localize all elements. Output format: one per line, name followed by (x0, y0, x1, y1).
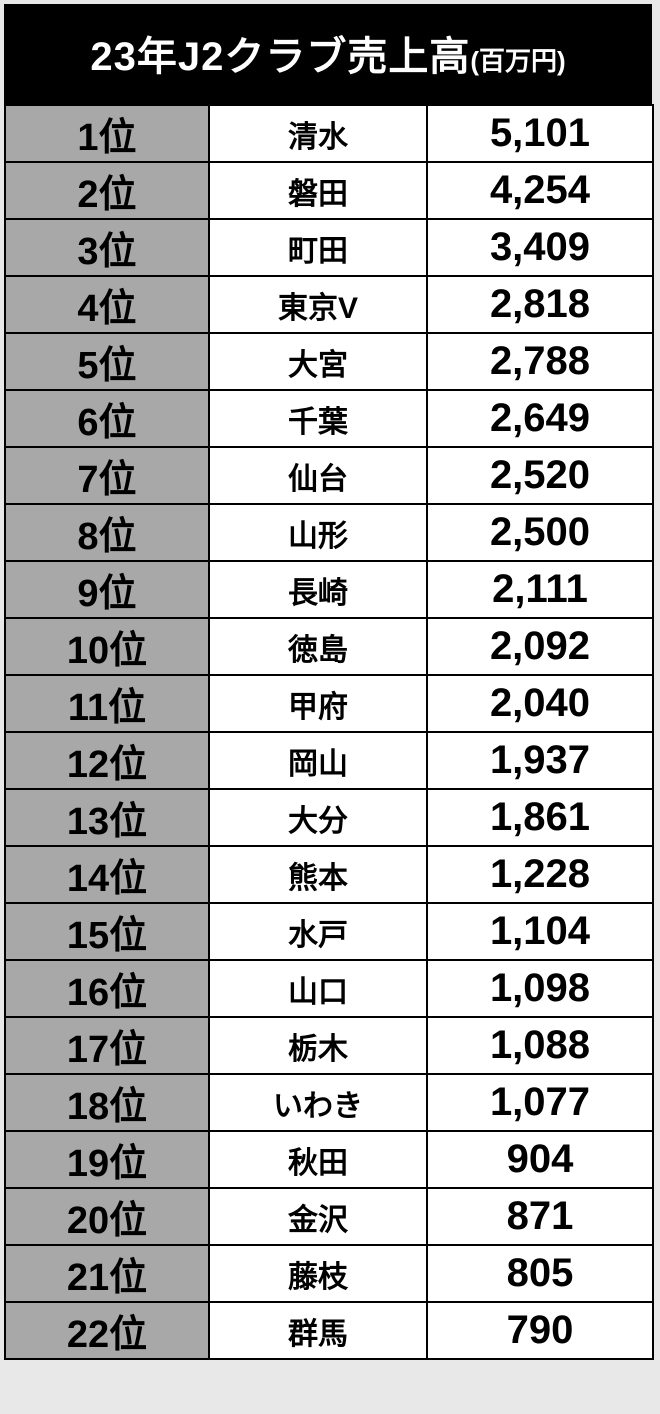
rank-cell: 15位 (5, 903, 209, 960)
club-cell: 水戸 (209, 903, 427, 960)
rank-cell: 20位 (5, 1188, 209, 1245)
rank-cell: 4位 (5, 276, 209, 333)
table-row: 19位秋田904 (5, 1131, 653, 1188)
value-cell: 1,098 (427, 960, 653, 1017)
club-cell: 大宮 (209, 333, 427, 390)
club-cell: 大分 (209, 789, 427, 846)
table-row: 10位徳島2,092 (5, 618, 653, 675)
table-header: 23年J2クラブ売上高(百万円) (4, 4, 652, 104)
table-title-main: 23年J2クラブ売上高 (90, 35, 470, 79)
club-cell: 磐田 (209, 162, 427, 219)
value-cell: 1,088 (427, 1017, 653, 1074)
value-cell: 2,788 (427, 333, 653, 390)
value-cell: 2,818 (427, 276, 653, 333)
table-row: 22位群馬790 (5, 1302, 653, 1359)
value-cell: 4,254 (427, 162, 653, 219)
club-cell: 栃木 (209, 1017, 427, 1074)
club-cell: 千葉 (209, 390, 427, 447)
value-cell: 2,040 (427, 675, 653, 732)
club-cell: いわき (209, 1074, 427, 1131)
rank-cell: 11位 (5, 675, 209, 732)
club-cell: 徳島 (209, 618, 427, 675)
table-row: 21位藤枝805 (5, 1245, 653, 1302)
club-cell: 藤枝 (209, 1245, 427, 1302)
rank-cell: 21位 (5, 1245, 209, 1302)
club-cell: 熊本 (209, 846, 427, 903)
value-cell: 5,101 (427, 105, 653, 162)
club-cell: 東京V (209, 276, 427, 333)
value-cell: 871 (427, 1188, 653, 1245)
revenue-table: 23年J2クラブ売上高(百万円) 1位清水5,1012位磐田4,2543位町田3… (4, 4, 652, 1360)
table-row: 16位山口1,098 (5, 960, 653, 1017)
rank-cell: 10位 (5, 618, 209, 675)
value-cell: 2,092 (427, 618, 653, 675)
club-cell: 仙台 (209, 447, 427, 504)
table-title-sub: (百万円) (470, 46, 565, 76)
rank-cell: 1位 (5, 105, 209, 162)
value-cell: 904 (427, 1131, 653, 1188)
value-cell: 1,104 (427, 903, 653, 960)
value-cell: 2,500 (427, 504, 653, 561)
rank-cell: 14位 (5, 846, 209, 903)
rank-cell: 8位 (5, 504, 209, 561)
table-row: 13位大分1,861 (5, 789, 653, 846)
value-cell: 3,409 (427, 219, 653, 276)
club-cell: 金沢 (209, 1188, 427, 1245)
club-cell: 町田 (209, 219, 427, 276)
table-row: 7位仙台2,520 (5, 447, 653, 504)
table-row: 15位水戸1,104 (5, 903, 653, 960)
club-cell: 山形 (209, 504, 427, 561)
club-cell: 山口 (209, 960, 427, 1017)
rank-cell: 22位 (5, 1302, 209, 1359)
table-row: 20位金沢871 (5, 1188, 653, 1245)
value-cell: 790 (427, 1302, 653, 1359)
table-row: 4位東京V2,818 (5, 276, 653, 333)
rank-cell: 18位 (5, 1074, 209, 1131)
rank-cell: 17位 (5, 1017, 209, 1074)
table-row: 6位千葉2,649 (5, 390, 653, 447)
value-cell: 2,649 (427, 390, 653, 447)
value-cell: 1,077 (427, 1074, 653, 1131)
rank-cell: 9位 (5, 561, 209, 618)
value-cell: 1,228 (427, 846, 653, 903)
table-row: 11位甲府2,040 (5, 675, 653, 732)
table-row: 17位栃木1,088 (5, 1017, 653, 1074)
table-row: 14位熊本1,228 (5, 846, 653, 903)
value-cell: 1,861 (427, 789, 653, 846)
rank-cell: 5位 (5, 333, 209, 390)
club-cell: 秋田 (209, 1131, 427, 1188)
club-cell: 長崎 (209, 561, 427, 618)
rank-cell: 13位 (5, 789, 209, 846)
table-row: 12位岡山1,937 (5, 732, 653, 789)
club-cell: 岡山 (209, 732, 427, 789)
rank-cell: 6位 (5, 390, 209, 447)
value-cell: 2,520 (427, 447, 653, 504)
data-table: 1位清水5,1012位磐田4,2543位町田3,4094位東京V2,8185位大… (4, 104, 654, 1360)
table-row: 8位山形2,500 (5, 504, 653, 561)
table-row: 2位磐田4,254 (5, 162, 653, 219)
table-row: 5位大宮2,788 (5, 333, 653, 390)
value-cell: 2,111 (427, 561, 653, 618)
table-row: 18位いわき1,077 (5, 1074, 653, 1131)
rank-cell: 7位 (5, 447, 209, 504)
rank-cell: 2位 (5, 162, 209, 219)
club-cell: 清水 (209, 105, 427, 162)
rank-cell: 3位 (5, 219, 209, 276)
rank-cell: 12位 (5, 732, 209, 789)
table-row: 3位町田3,409 (5, 219, 653, 276)
value-cell: 805 (427, 1245, 653, 1302)
rank-cell: 16位 (5, 960, 209, 1017)
rank-cell: 19位 (5, 1131, 209, 1188)
value-cell: 1,937 (427, 732, 653, 789)
table-row: 1位清水5,101 (5, 105, 653, 162)
club-cell: 群馬 (209, 1302, 427, 1359)
club-cell: 甲府 (209, 675, 427, 732)
table-row: 9位長崎2,111 (5, 561, 653, 618)
